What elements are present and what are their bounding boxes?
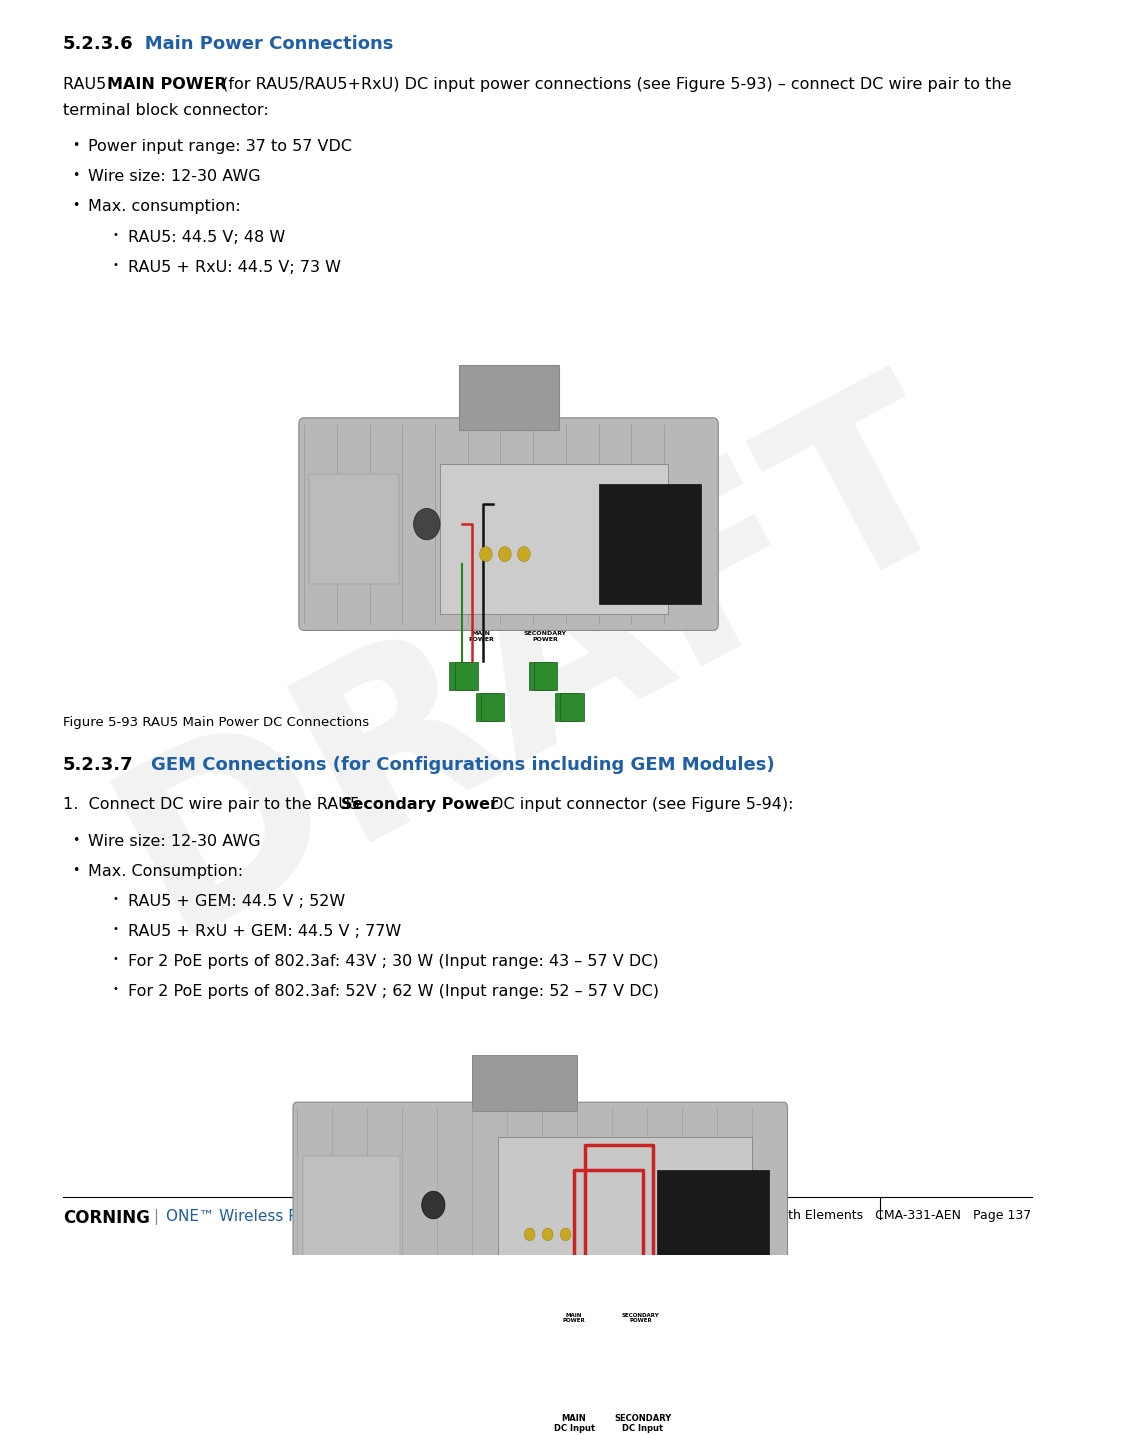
FancyBboxPatch shape [454, 662, 478, 690]
Text: Main Power Connections: Main Power Connections [126, 34, 393, 53]
FancyBboxPatch shape [459, 364, 559, 430]
FancyBboxPatch shape [555, 693, 578, 720]
Ellipse shape [524, 1228, 535, 1241]
Text: •: • [112, 260, 118, 270]
FancyBboxPatch shape [450, 662, 473, 690]
Text: •: • [112, 984, 118, 994]
Text: DC input connector (see Figure 5-94):: DC input connector (see Figure 5-94): [485, 798, 793, 812]
Text: 5.2.3.6: 5.2.3.6 [63, 34, 133, 53]
Text: RAU5: RAU5 [63, 76, 111, 92]
Text: RAU5 + GEM: 44.5 V ; 52W: RAU5 + GEM: 44.5 V ; 52W [128, 894, 345, 908]
Text: 5.2.3.7: 5.2.3.7 [63, 756, 133, 773]
FancyBboxPatch shape [599, 484, 701, 604]
Text: Wire size: 12-30 AWG: Wire size: 12-30 AWG [88, 834, 260, 848]
FancyBboxPatch shape [535, 662, 557, 690]
Text: For 2 PoE ports of 802.3af: 43V ; 30 W (Input range: 43 – 57 V DC): For 2 PoE ports of 802.3af: 43V ; 30 W (… [128, 954, 658, 969]
Ellipse shape [479, 547, 492, 561]
Ellipse shape [414, 508, 440, 540]
Ellipse shape [499, 547, 512, 561]
Text: GEM Connections (for Configurations including GEM Modules): GEM Connections (for Configurations incl… [126, 756, 774, 773]
Text: SECONDARY
POWER: SECONDARY POWER [622, 1313, 660, 1323]
Text: MAIN
POWER: MAIN POWER [563, 1313, 585, 1323]
FancyBboxPatch shape [561, 693, 584, 720]
FancyBboxPatch shape [303, 1157, 400, 1273]
Text: •: • [112, 954, 118, 964]
Text: Max. Consumption:: Max. Consumption: [88, 864, 243, 878]
FancyBboxPatch shape [498, 1137, 751, 1293]
Text: •: • [72, 199, 79, 212]
Text: Wire size: 12-30 AWG: Wire size: 12-30 AWG [88, 169, 260, 184]
FancyBboxPatch shape [622, 1289, 641, 1362]
FancyBboxPatch shape [619, 1283, 668, 1365]
FancyBboxPatch shape [657, 1170, 768, 1287]
Text: terminal block connector:: terminal block connector: [63, 103, 268, 118]
FancyBboxPatch shape [292, 1102, 788, 1307]
Ellipse shape [517, 547, 530, 561]
Ellipse shape [422, 1191, 445, 1218]
FancyBboxPatch shape [576, 1289, 596, 1362]
Text: RAU5 + RxU: 44.5 V; 73 W: RAU5 + RxU: 44.5 V; 73 W [128, 260, 341, 274]
FancyBboxPatch shape [310, 474, 399, 584]
Text: MAIN POWER: MAIN POWER [107, 76, 227, 92]
Text: DRAFT: DRAFT [84, 347, 997, 983]
FancyBboxPatch shape [471, 1056, 577, 1111]
FancyBboxPatch shape [476, 693, 499, 720]
Text: MAIN
DC Input: MAIN DC Input [554, 1413, 594, 1434]
FancyBboxPatch shape [645, 1289, 665, 1362]
Text: Figure 5-93 RAU5 Main Power DC Connections: Figure 5-93 RAU5 Main Power DC Connectio… [63, 716, 369, 729]
FancyBboxPatch shape [482, 693, 505, 720]
FancyBboxPatch shape [553, 1289, 574, 1362]
FancyBboxPatch shape [551, 1283, 599, 1365]
Text: Power input range: 37 to 57 VDC: Power input range: 37 to 57 VDC [88, 139, 352, 154]
Text: CORNING: CORNING [63, 1210, 149, 1227]
Text: •: • [72, 139, 79, 152]
Text: •: • [72, 169, 79, 182]
Text: •: • [112, 924, 118, 934]
Text: •: • [72, 864, 79, 877]
Text: 1.  Connect DC wire pair to the RAU5: 1. Connect DC wire pair to the RAU5 [63, 798, 365, 812]
Ellipse shape [543, 1228, 553, 1241]
Text: Max. consumption:: Max. consumption: [88, 199, 241, 214]
Text: Draft: Draft [524, 1207, 556, 1220]
Text: •: • [112, 894, 118, 904]
Text: (for RAU5/RAU5+RxU) DC input power connections (see Figure 5-93) – connect DC wi: (for RAU5/RAU5+RxU) DC input power conne… [218, 76, 1012, 92]
Text: MAIN
POWER: MAIN POWER [468, 631, 494, 643]
Text: •: • [112, 230, 118, 240]
FancyBboxPatch shape [529, 662, 552, 690]
FancyBboxPatch shape [440, 464, 668, 614]
Text: SECONDARY
POWER: SECONDARY POWER [523, 631, 567, 643]
Ellipse shape [561, 1228, 571, 1241]
Text: |: | [154, 1210, 158, 1225]
Text: Secondary Power: Secondary Power [341, 798, 498, 812]
Text: Installation – RF Path Elements   CMA-331-AEN   Page 137: Installation – RF Path Elements CMA-331-… [670, 1210, 1031, 1223]
Text: SECONDARY
DC Input: SECONDARY DC Input [614, 1413, 671, 1434]
Text: RAU5 + RxU + GEM: 44.5 V ; 77W: RAU5 + RxU + GEM: 44.5 V ; 77W [128, 924, 401, 938]
Text: For 2 PoE ports of 802.3af: 52V ; 62 W (Input range: 52 – 57 V DC): For 2 PoE ports of 802.3af: 52V ; 62 W (… [128, 984, 660, 999]
Text: RAU5: 44.5 V; 48 W: RAU5: 44.5 V; 48 W [128, 230, 286, 244]
Text: ONE™ Wireless Platform: ONE™ Wireless Platform [166, 1210, 353, 1224]
FancyBboxPatch shape [299, 418, 718, 630]
Text: •: • [72, 834, 79, 847]
